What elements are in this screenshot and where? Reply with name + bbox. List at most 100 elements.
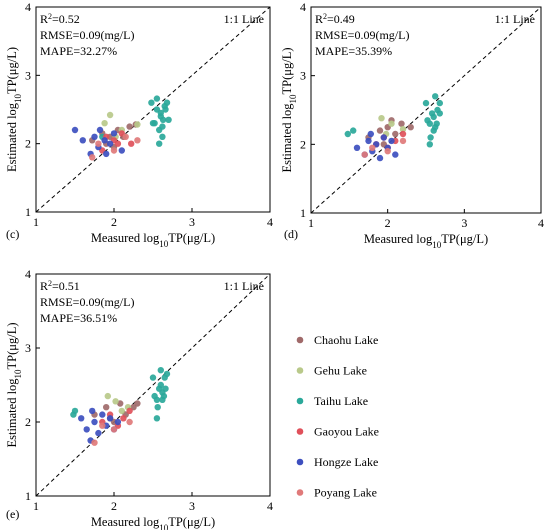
y-tick-label: 4 — [25, 267, 31, 281]
x-tick-label: 1 — [33, 499, 39, 513]
data-point — [159, 123, 166, 130]
data-point — [154, 404, 161, 411]
panel-label: (e) — [6, 507, 19, 521]
data-point — [126, 123, 133, 130]
data-point — [126, 418, 133, 426]
data-point — [118, 147, 126, 154]
data-point — [427, 134, 434, 141]
one-to-one-line — [36, 7, 270, 212]
legend-item: Gaoyou Lake — [296, 425, 379, 439]
data-point — [99, 422, 106, 429]
data-point — [378, 115, 385, 122]
legend-item: Poyang Lake — [296, 486, 377, 500]
data-point — [91, 133, 98, 140]
panel-label: (c) — [6, 227, 19, 241]
x-tick-label: 3 — [461, 216, 467, 230]
stat-annotation: MAPE=32.27% — [40, 44, 117, 58]
data-point — [71, 407, 79, 415]
data-point — [114, 418, 122, 426]
stat-annotation: R2=0.51 — [40, 279, 80, 294]
legend-marker — [296, 458, 304, 466]
data-point — [392, 151, 399, 158]
legend-item: Hongze Lake — [296, 455, 378, 469]
data-point — [89, 154, 96, 161]
data-point — [163, 99, 171, 106]
data-point — [151, 392, 158, 400]
data-point — [157, 367, 164, 374]
data-point — [369, 144, 376, 151]
y-tick-label: 3 — [300, 69, 306, 83]
plot-frame — [35, 273, 271, 497]
data-point — [426, 141, 433, 148]
data-point — [380, 134, 387, 141]
plot-frame — [310, 6, 542, 214]
y-axis-label: Estimated log10TP(μg/L) — [280, 47, 298, 172]
y-tick-label: 3 — [25, 68, 31, 82]
panel-label: (d) — [284, 227, 298, 241]
one-to-one-line — [36, 274, 270, 496]
data-point — [110, 130, 118, 137]
legend-item: Chaohu Lake — [296, 333, 378, 347]
y-tick-label: 4 — [25, 0, 31, 14]
stat-annotation: RMSE=0.09(mg/L) — [315, 28, 409, 42]
data-point — [149, 374, 157, 381]
reference-line-label: 1:1 Line — [224, 12, 264, 26]
data-point — [376, 127, 384, 134]
data-point — [162, 385, 169, 392]
data-point — [432, 93, 439, 100]
data-point — [399, 126, 407, 133]
data-point — [104, 392, 112, 400]
data-point — [128, 140, 135, 147]
data-point — [110, 426, 118, 433]
data-point — [157, 109, 164, 117]
x-tick-label: 4 — [267, 215, 273, 229]
y-tick-label: 3 — [25, 341, 31, 355]
data-point — [71, 126, 79, 134]
data-point — [165, 116, 172, 124]
reference-line-label: 1:1 Line — [495, 12, 535, 26]
data-point — [91, 439, 98, 446]
data-point — [365, 137, 372, 145]
y-tick-label: 2 — [25, 415, 31, 429]
data-point — [149, 120, 157, 127]
legend-label: Poyang Lake — [314, 486, 377, 500]
stat-annotation: R2=0.52 — [40, 12, 80, 27]
data-point — [432, 124, 439, 131]
data-points — [70, 367, 171, 446]
legend-marker — [296, 397, 304, 405]
x-tick-label: 2 — [385, 216, 391, 230]
data-point — [103, 150, 110, 158]
data-point — [159, 133, 166, 140]
data-point — [399, 137, 407, 145]
legend-label: Chaohu Lake — [314, 333, 378, 347]
data-point — [95, 140, 102, 147]
data-point — [157, 381, 164, 389]
data-point — [95, 429, 102, 437]
x-axis-label: Measured log10TP(μg/L) — [364, 232, 488, 250]
data-point — [398, 120, 405, 127]
data-point — [148, 99, 155, 106]
scatter-panel-1: 1 2 3 4 1 2 3 4 Measured log10TP(μg/L) Estimated … — [5, 0, 273, 249]
data-point — [106, 415, 114, 422]
data-point — [91, 418, 98, 426]
data-point — [388, 120, 395, 127]
data-point — [114, 140, 122, 147]
data-point — [153, 95, 161, 102]
data-point — [96, 126, 104, 134]
legend-marker — [296, 428, 304, 435]
legend-label: Gaoyou Lake — [314, 425, 379, 439]
data-point — [159, 116, 167, 124]
stat-annotation: RMSE=0.09(mg/L) — [40, 28, 134, 42]
data-point — [79, 137, 87, 144]
data-point — [376, 154, 384, 162]
data-point — [163, 370, 171, 378]
y-axis-label: Estimated log10TP(μg/L) — [5, 47, 23, 172]
data-point — [112, 398, 119, 405]
x-axis-label: Measured log10TP(μg/L) — [91, 231, 215, 249]
data-point — [392, 130, 399, 138]
data-point — [83, 426, 90, 433]
x-tick-label: 4 — [267, 499, 273, 513]
x-tick-label: 4 — [538, 216, 544, 230]
stat-annotation: MAPE=36.51% — [40, 311, 117, 325]
data-point — [422, 99, 430, 107]
